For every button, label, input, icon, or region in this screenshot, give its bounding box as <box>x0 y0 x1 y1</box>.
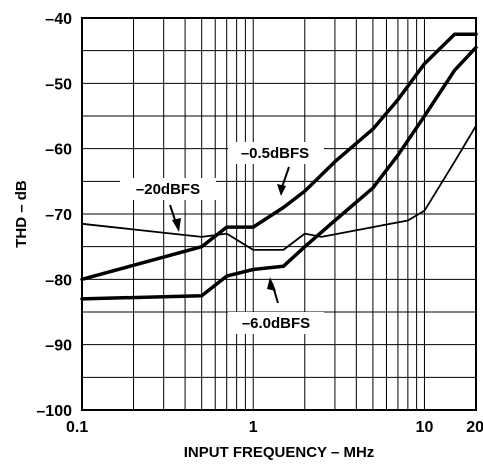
series-line <box>81 124 477 251</box>
plot-frame <box>81 17 477 411</box>
annotation-label: –6.0dBFS <box>242 315 310 332</box>
series-line <box>80 45 478 301</box>
x-tick-label: 10 <box>416 419 434 436</box>
y-tick-label: –70 <box>45 207 72 224</box>
annotation-label: –0.5dBFS <box>241 145 309 162</box>
y-tick-label: –90 <box>45 338 72 355</box>
arrowhead <box>267 277 276 291</box>
x-tick-label: 1 <box>249 419 258 436</box>
x-tick-label: 0.1 <box>66 419 88 436</box>
y-axis-label: THD – dB <box>13 180 30 248</box>
x-tick-label: 20 <box>466 419 483 436</box>
annotation-label: –20dBFS <box>136 181 200 198</box>
annotation-box <box>120 178 216 200</box>
annotations: –0.5dBFS –20dBFS –6.0dBFS <box>120 142 324 334</box>
y-tick-label: –40 <box>45 11 72 28</box>
series-lines <box>80 32 478 301</box>
annotation-box <box>228 312 324 334</box>
arrowhead <box>172 218 181 232</box>
x-axis-label: INPUT FREQUENCY – MHz <box>184 444 375 461</box>
y-tick-label: –80 <box>45 272 72 289</box>
y-tick-labels: –40 –50 –60 –70 –80 –90 –100 <box>36 11 72 420</box>
x-tick-labels: 0.1 1 10 20 <box>66 419 483 436</box>
series-line <box>80 32 478 282</box>
arrowhead <box>277 184 286 196</box>
grid <box>82 18 476 410</box>
y-tick-label: –60 <box>45 142 72 159</box>
annotation-box <box>228 142 324 164</box>
y-tick-label: –50 <box>45 76 72 93</box>
y-tick-label: –100 <box>36 403 72 420</box>
